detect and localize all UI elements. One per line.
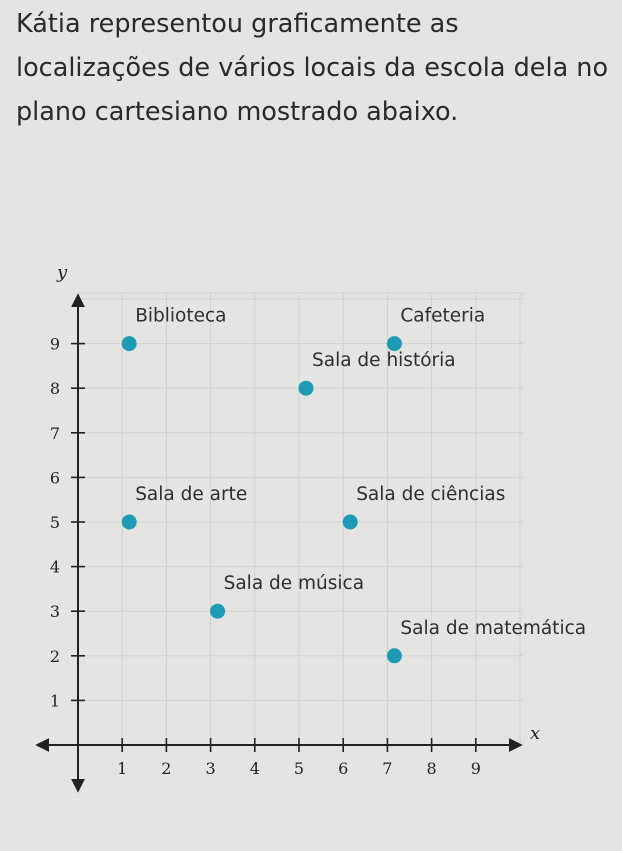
y-tick-label-5: 5	[50, 513, 60, 532]
x-tick-label-6: 6	[338, 759, 348, 778]
point-0	[121, 336, 137, 352]
x-tick-label-1: 1	[117, 759, 127, 778]
y-tick-label-8: 8	[50, 379, 60, 398]
question-text: Kátia representou graficamente as locali…	[16, 9, 609, 127]
y-tick-label-6: 6	[50, 468, 60, 487]
point-4	[342, 514, 358, 530]
x-tick-label-8: 8	[427, 759, 437, 778]
y-tick-label-2: 2	[50, 647, 60, 666]
point-label-0: Biblioteca	[135, 306, 226, 327]
x-tick-label-5: 5	[294, 759, 304, 778]
x-tick-label-4: 4	[250, 759, 260, 778]
point-label-5: Sala de música	[224, 573, 364, 594]
x-tick-label-3: 3	[206, 759, 216, 778]
x-tick-label-9: 9	[471, 759, 481, 778]
x-axis-label: x	[530, 723, 540, 744]
y-tick-label-3: 3	[50, 602, 60, 621]
point-6	[386, 648, 402, 664]
point-5	[210, 603, 226, 619]
data-points	[121, 336, 402, 664]
x-tick-label-2: 2	[161, 759, 171, 778]
point-label-3: Sala de arte	[135, 484, 247, 505]
y-tick-label-7: 7	[50, 424, 60, 443]
point-labels: Biblioteca Cafeteria Sala de história Sala …	[135, 306, 586, 639]
point-2	[298, 380, 314, 396]
axes	[35, 293, 523, 793]
point-1	[386, 336, 402, 352]
point-label-2: Sala de história	[312, 350, 456, 371]
point-label-1: Cafeteria	[400, 306, 485, 327]
y-axis-label: y	[56, 262, 68, 283]
grid	[78, 292, 524, 745]
y-tick-label-9: 9	[50, 335, 60, 354]
ticks: 1 2 3 4 5 6 7 8 9 1 2 3 4 5 6 7 8 9	[50, 335, 481, 778]
y-tick-label-4: 4	[50, 558, 60, 577]
point-3	[121, 514, 137, 530]
point-label-6: Sala de matemática	[400, 618, 586, 639]
point-label-4: Sala de ciências	[356, 484, 505, 505]
y-tick-label-1: 1	[50, 691, 60, 710]
x-tick-label-7: 7	[382, 759, 392, 778]
